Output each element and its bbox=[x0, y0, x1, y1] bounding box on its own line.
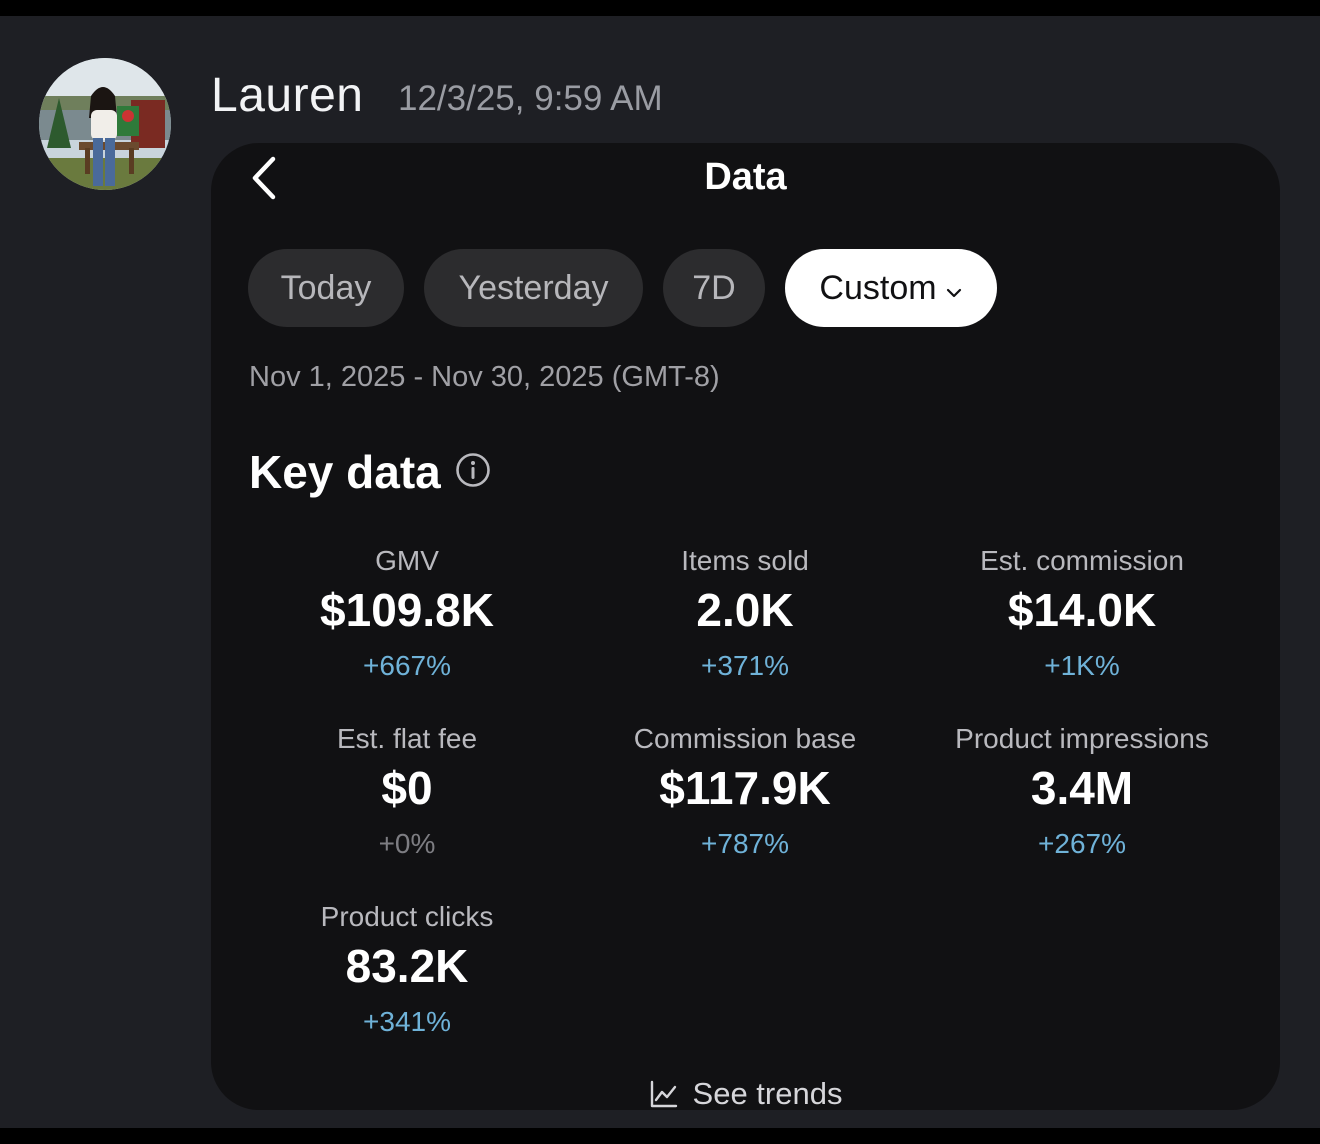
metric-change: +341% bbox=[363, 1006, 451, 1037]
line-chart-icon bbox=[650, 1080, 677, 1108]
metric-value: 3.4M bbox=[1030, 762, 1134, 814]
metric-label: GMV bbox=[375, 545, 439, 576]
metric-value: $109.8K bbox=[320, 584, 494, 636]
tab-today[interactable]: Today bbox=[248, 249, 404, 327]
message-timestamp: 12/3/25, 9:59 AM bbox=[398, 79, 663, 118]
info-icon[interactable] bbox=[455, 445, 491, 499]
avatar[interactable] bbox=[39, 58, 171, 190]
metric-items-sold[interactable]: Items sold 2.0K +371% bbox=[575, 543, 915, 683]
metric-label: Est. flat fee bbox=[336, 723, 478, 754]
metric-value: $0 bbox=[381, 762, 433, 814]
tab-label: 7D bbox=[692, 268, 736, 307]
metric-change: +787% bbox=[701, 828, 789, 859]
section-title: Key data bbox=[249, 445, 491, 499]
tab-label: Custom bbox=[819, 268, 937, 307]
metric-label: Items sold bbox=[681, 545, 809, 576]
section-title-text: Key data bbox=[249, 446, 441, 498]
metric-change: +667% bbox=[363, 650, 451, 681]
tab-custom[interactable]: Custom bbox=[785, 249, 997, 327]
tab-label: Yesterday bbox=[458, 268, 609, 307]
screenshot-attachment[interactable]: Data Today Yesterday 7D Custom Nov 1, 20… bbox=[211, 143, 1280, 1110]
metric-change: +371% bbox=[701, 650, 789, 681]
metric-value: 83.2K bbox=[345, 940, 469, 992]
chevron-left-icon[interactable] bbox=[245, 155, 285, 201]
metric-value: $117.9K bbox=[659, 762, 831, 814]
sender-name[interactable]: Lauren bbox=[211, 69, 364, 122]
metric-label: Product clicks bbox=[320, 901, 494, 932]
metric-gmv[interactable]: GMV $109.8K +667% bbox=[237, 543, 577, 683]
metric-commission-base[interactable]: Commission base $117.9K +787% bbox=[575, 721, 915, 861]
metric-product-impressions[interactable]: Product impressions 3.4M +267% bbox=[912, 721, 1252, 861]
metric-est-flat-fee[interactable]: Est. flat fee $0 +0% bbox=[237, 721, 577, 861]
metric-change: +0% bbox=[378, 828, 436, 859]
metric-label: Est. commission bbox=[980, 545, 1184, 576]
tab-label: Today bbox=[280, 268, 372, 307]
metric-value: 2.0K bbox=[696, 584, 794, 636]
metric-label: Commission base bbox=[633, 723, 857, 754]
page-title: Data bbox=[704, 156, 787, 198]
chevron-down-icon bbox=[945, 269, 963, 308]
chat-message: Lauren 12/3/25, 9:59 AM Data Today Yeste… bbox=[0, 16, 1320, 1128]
date-range: Nov 1, 2025 - Nov 30, 2025 (GMT-8) bbox=[249, 361, 720, 393]
metric-change: +267% bbox=[1038, 828, 1126, 859]
metric-product-clicks[interactable]: Product clicks 83.2K +341% bbox=[237, 899, 577, 1039]
metric-est-commission[interactable]: Est. commission $14.0K +1K% bbox=[912, 543, 1252, 683]
see-trends-button[interactable]: See trends bbox=[211, 1076, 1280, 1110]
metric-label: Product impressions bbox=[955, 723, 1209, 754]
metric-change: +1K% bbox=[1044, 650, 1120, 681]
tab-7d[interactable]: 7D bbox=[663, 249, 765, 327]
metric-value: $14.0K bbox=[1007, 584, 1157, 636]
see-trends-label: See trends bbox=[692, 1076, 843, 1110]
tab-yesterday[interactable]: Yesterday bbox=[424, 249, 643, 327]
